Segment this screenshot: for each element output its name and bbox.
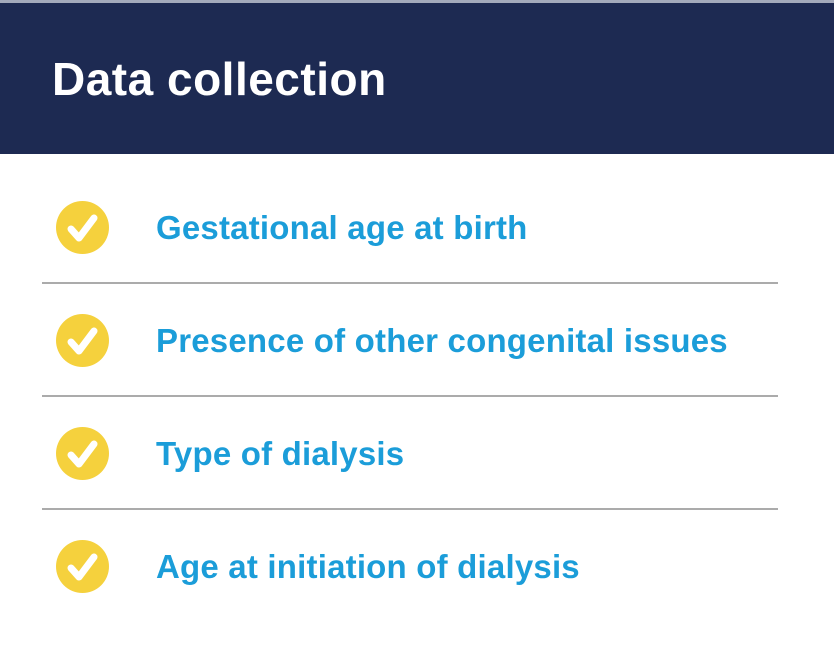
data-collection-list: Gestational age at birth Presence of oth… [0, 154, 834, 623]
check-icon [56, 540, 109, 593]
list-item-label: Presence of other congenital issues [156, 321, 728, 359]
list-item-label: Type of dialysis [156, 434, 405, 472]
check-icon [56, 427, 109, 480]
list-item-label: Gestational age at birth [156, 208, 528, 246]
header-banner: Data collection [0, 0, 834, 154]
list-item: Age at initiation of dialysis [0, 510, 834, 623]
list-item-label: Age at initiation of dialysis [156, 547, 580, 585]
check-icon [56, 314, 109, 367]
page-title: Data collection [52, 52, 387, 105]
list-item: Type of dialysis [0, 397, 834, 510]
list-item: Gestational age at birth [0, 171, 834, 284]
check-icon [56, 201, 109, 254]
list-item: Presence of other congenital issues [0, 284, 834, 397]
